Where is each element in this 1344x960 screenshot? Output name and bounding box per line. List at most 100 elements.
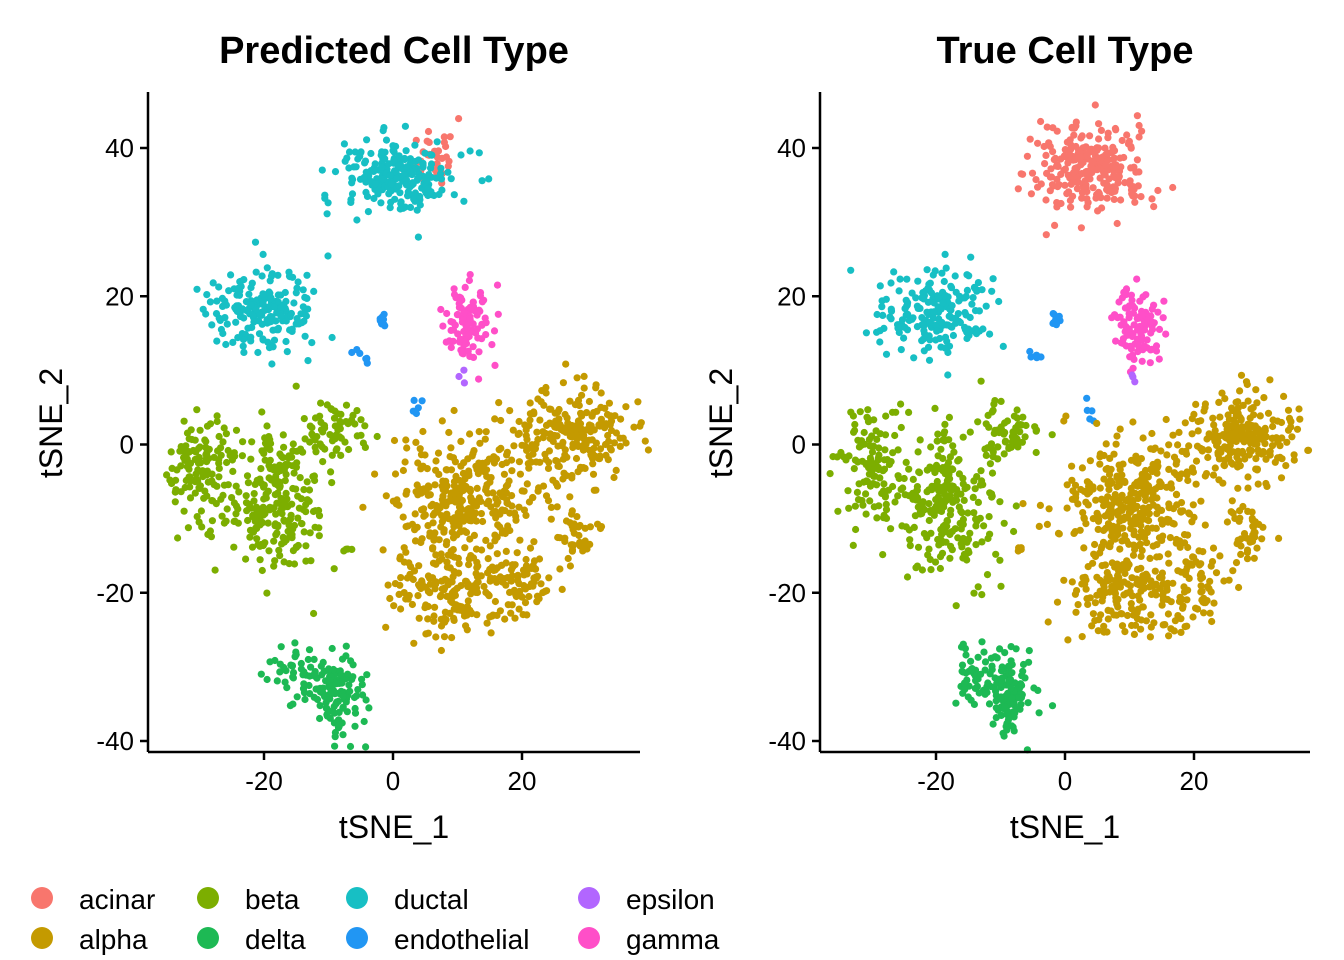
data-point-alpha (561, 537, 569, 546)
data-point-ductal (267, 294, 275, 302)
data-point-beta (180, 417, 188, 425)
legend-label: beta (245, 884, 300, 915)
data-point-acinar (1078, 194, 1086, 202)
data-point-alpha (415, 485, 423, 493)
data-point-acinar (424, 127, 433, 136)
data-point-ductal (364, 208, 372, 216)
data-point-alpha (1078, 633, 1086, 641)
data-point-ductal (208, 321, 216, 329)
data-point-beta (970, 509, 978, 517)
data-point-ductal (890, 268, 898, 276)
data-point-beta (862, 460, 870, 468)
data-point-ductal (401, 155, 409, 164)
data-point-alpha (1154, 462, 1162, 470)
data-point-ductal (923, 266, 931, 274)
data-point-beta (1010, 527, 1018, 536)
data-point-alpha (1251, 528, 1259, 537)
data-point-gamma (1155, 325, 1164, 333)
data-point-alpha (1121, 628, 1129, 636)
data-point-beta (852, 525, 860, 534)
data-point-beta (229, 467, 237, 475)
data-point-alpha (1164, 610, 1172, 618)
data-point-beta (223, 458, 231, 467)
data-point-alpha (1100, 475, 1108, 483)
data-point-beta (1016, 421, 1024, 429)
data-point-alpha (484, 555, 492, 563)
data-point-alpha (1096, 484, 1104, 492)
data-point-gamma (1143, 336, 1151, 344)
data-point-beta (963, 556, 971, 564)
data-point-alpha (589, 470, 598, 478)
data-point-alpha (1036, 501, 1044, 509)
data-point-ductal (349, 175, 357, 184)
data-point-beta (884, 486, 893, 494)
data-point-ductal (391, 195, 399, 203)
data-point-beta (934, 430, 942, 438)
data-point-beta (924, 551, 932, 559)
data-point-delta (346, 687, 354, 695)
data-point-beta (244, 479, 252, 487)
data-point-acinar (1097, 126, 1105, 134)
data-point-ductal (918, 337, 926, 345)
data-point-delta (980, 648, 988, 656)
data-point-alpha (1116, 545, 1124, 553)
data-point-alpha (535, 484, 543, 492)
data-point-alpha (509, 426, 517, 434)
data-point-ductal (402, 176, 411, 184)
legend-swatch (578, 927, 600, 949)
data-point-beta (203, 458, 211, 466)
data-point-ductal (219, 329, 227, 338)
data-point-alpha (437, 646, 445, 655)
data-point-alpha (1192, 400, 1200, 408)
data-point-beta (938, 549, 947, 557)
data-point-alpha (1169, 519, 1177, 528)
data-point-ductal (416, 201, 424, 209)
data-point-acinar (1083, 203, 1091, 211)
data-point-beta (937, 525, 945, 534)
data-point-alpha (430, 612, 438, 620)
data-point-ductal (924, 298, 932, 306)
data-point-beta (905, 465, 913, 473)
data-point-acinar (1124, 140, 1133, 148)
data-point-beta (228, 456, 236, 464)
data-point-ductal (396, 189, 404, 197)
data-point-beta (261, 539, 269, 547)
data-point-ductal (876, 338, 884, 346)
data-point-delta (293, 693, 301, 701)
data-point-alpha (576, 521, 584, 530)
data-point-ductal (982, 302, 990, 310)
data-point-ductal (247, 301, 255, 309)
data-point-beta (850, 428, 858, 436)
data-point-alpha (391, 470, 400, 478)
data-point-beta (977, 377, 985, 385)
data-point-ductal (939, 299, 947, 307)
data-point-beta (897, 400, 905, 408)
data-point-alpha (1243, 548, 1251, 557)
data-point-alpha (1099, 593, 1107, 601)
data-point-alpha (1074, 601, 1082, 609)
data-point-beta (902, 523, 910, 531)
data-point-delta (985, 700, 994, 708)
data-point-alpha (1234, 484, 1242, 492)
data-point-gamma (465, 276, 473, 285)
data-point-ductal (249, 311, 257, 319)
data-point-beta (289, 440, 297, 448)
data-point-alpha (1080, 544, 1088, 552)
data-point-delta (989, 720, 997, 728)
data-point-beta (254, 509, 262, 518)
data-point-beta (303, 478, 311, 486)
data-point-alpha (495, 399, 503, 407)
data-point-alpha (515, 605, 523, 613)
data-point-beta (361, 422, 369, 430)
data-point-gamma (1112, 337, 1120, 345)
data-point-beta (970, 589, 978, 597)
data-point-alpha (559, 379, 568, 387)
data-point-beta (860, 478, 868, 486)
data-point-alpha (1216, 413, 1224, 421)
data-point-ductal (301, 332, 309, 340)
data-point-beta (264, 487, 272, 495)
data-point-alpha (1091, 617, 1099, 625)
data-point-beta (981, 445, 989, 453)
data-point-acinar (1133, 156, 1141, 164)
data-point-alpha (1290, 451, 1298, 459)
